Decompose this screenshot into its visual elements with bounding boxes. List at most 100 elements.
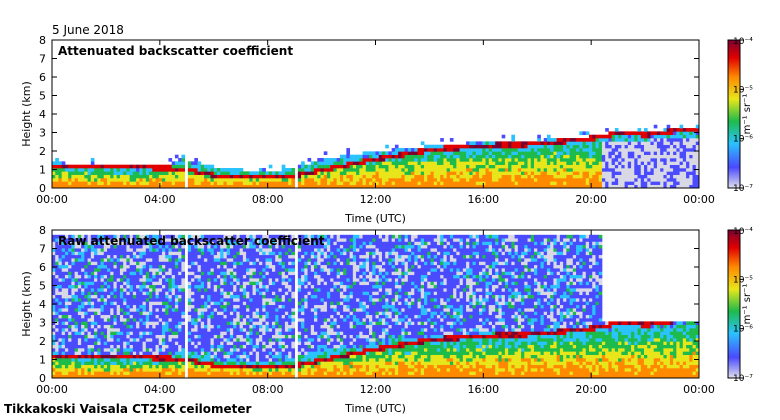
heatmap-cell (200, 334, 205, 339)
heatmap-cell (621, 174, 625, 179)
heatmap-cell (90, 238, 95, 242)
heatmap-cell (64, 334, 69, 339)
heatmap-cell (249, 248, 253, 252)
heatmap-cell (320, 184, 325, 189)
heatmap-cell (504, 174, 509, 179)
heatmap-cell (152, 331, 156, 336)
heatmap-cell (100, 278, 105, 282)
heatmap-cell (226, 268, 231, 272)
heatmap-cell (139, 288, 143, 292)
heatmap-cell (637, 128, 642, 132)
heatmap-cell (58, 368, 63, 372)
heatmap-cell (524, 168, 528, 172)
heatmap-cell (676, 178, 680, 182)
heatmap-cell (168, 168, 173, 172)
heatmap-cell (534, 144, 538, 149)
heatmap-cell (233, 368, 237, 372)
heatmap-cell (424, 168, 428, 172)
heatmap-cell (372, 158, 376, 162)
heatmap-cell (194, 308, 198, 312)
heatmap-cell (246, 238, 250, 242)
heatmap-cell (459, 148, 464, 152)
heatmap-cell (369, 161, 373, 165)
heatmap-cell (229, 364, 234, 369)
heatmap-cell (508, 184, 512, 189)
heatmap-cell (627, 131, 632, 136)
heatmap-cell (123, 348, 127, 352)
heatmap-cell (550, 168, 554, 172)
heatmap-cell (132, 354, 137, 359)
heatmap-cell (595, 178, 600, 182)
heatmap-cell (540, 154, 545, 159)
heatmap-cell (343, 181, 347, 185)
heatmap-cell (197, 278, 202, 282)
heatmap-cell (255, 341, 260, 345)
heatmap-cell (362, 181, 367, 185)
heatmap-cell (155, 374, 160, 379)
heatmap-cell (181, 294, 186, 299)
heatmap-cell (107, 271, 111, 276)
heatmap-cell (103, 234, 108, 239)
heatmap-cell (194, 324, 198, 329)
heatmap-cell (132, 344, 137, 349)
heatmap-cell (126, 248, 131, 252)
heatmap-cell (229, 261, 234, 266)
heatmap-cell (197, 298, 202, 302)
heatmap-cell (608, 171, 613, 175)
heatmap-cell (611, 178, 616, 182)
heatmap-cell (673, 181, 677, 185)
heatmap-cell (255, 261, 260, 266)
heatmap-cell (165, 261, 169, 266)
heatmap-cell (653, 168, 658, 172)
heatmap-cell (255, 358, 260, 362)
heatmap-cell (601, 171, 606, 175)
heatmap-cell (472, 168, 477, 172)
heatmap-cell (129, 258, 134, 262)
heatmap-cell (103, 354, 108, 359)
heatmap-cell (116, 174, 121, 179)
heatmap-cell (81, 311, 85, 316)
heatmap-cell (178, 274, 182, 279)
heatmap-cell (553, 181, 558, 185)
heatmap-cell (149, 248, 153, 252)
heatmap-cell (61, 348, 66, 352)
heatmap-cell (187, 321, 192, 326)
heatmap-cell (640, 148, 645, 152)
heatmap-cell (145, 298, 150, 302)
heatmap-cell (262, 174, 266, 179)
heatmap-cell (585, 158, 590, 162)
heatmap-cell (64, 301, 69, 306)
heatmap-cell (440, 164, 444, 169)
heatmap-cell (352, 158, 357, 162)
heatmap-cell (527, 148, 532, 152)
heatmap-cell (181, 374, 186, 379)
heatmap-cell (246, 304, 250, 309)
heatmap-cell (511, 141, 515, 146)
heatmap-cell (149, 358, 153, 362)
heatmap-cell (352, 181, 357, 185)
heatmap-cell (139, 374, 143, 379)
heatmap-cell (68, 168, 72, 172)
heatmap-cell (537, 154, 541, 159)
heatmap-cell (631, 161, 635, 165)
heatmap-cell (534, 174, 538, 179)
heatmap-cell (220, 318, 224, 322)
heatmap-cell (252, 351, 257, 355)
heatmap-cell (207, 178, 211, 182)
heatmap-cell (142, 374, 147, 379)
heatmap-cell (233, 271, 237, 276)
heatmap-cell (236, 261, 241, 266)
heatmap-cell (223, 298, 228, 302)
heatmap-cell (200, 241, 205, 246)
heatmap-cell (68, 341, 72, 345)
heatmap-cell (52, 178, 56, 182)
heatmap-cell (443, 151, 448, 155)
heatmap-cell (233, 308, 237, 312)
heatmap-cell (210, 324, 215, 329)
heatmap-cell (97, 318, 101, 322)
heatmap-cell (278, 178, 283, 182)
heatmap-cell (207, 268, 211, 272)
heatmap-cell (68, 331, 72, 336)
heatmap-cell (84, 274, 88, 279)
heatmap-cell (249, 334, 253, 339)
